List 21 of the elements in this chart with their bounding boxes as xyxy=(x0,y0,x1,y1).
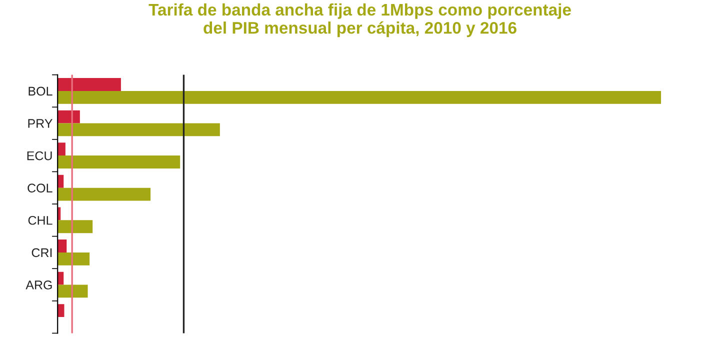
bar xyxy=(58,272,64,285)
bar xyxy=(58,188,151,201)
bar xyxy=(58,240,67,252)
y-tick-label: ARG xyxy=(26,280,52,290)
bar xyxy=(58,304,64,318)
bar xyxy=(58,90,662,104)
bar xyxy=(58,156,180,168)
bar xyxy=(58,220,93,234)
y-tick-label: COL xyxy=(28,184,52,192)
bar xyxy=(58,284,88,298)
bar xyxy=(58,142,66,156)
y-tick-label: ECU xyxy=(27,151,52,160)
bar xyxy=(58,252,90,266)
y-tick-label: CHL xyxy=(28,216,52,225)
y-tick-label: BOL xyxy=(28,86,52,96)
bar xyxy=(58,174,64,188)
bar xyxy=(58,123,220,136)
y-tick-label: PRY xyxy=(28,119,52,128)
bar xyxy=(58,78,121,91)
chart-title: Tarifa de banda ancha fija de 1Mbps como porcentaje del PIB mensual per cápita, 2010 y 2016 xyxy=(148,3,571,38)
y-tick-label: CRI xyxy=(32,248,52,258)
